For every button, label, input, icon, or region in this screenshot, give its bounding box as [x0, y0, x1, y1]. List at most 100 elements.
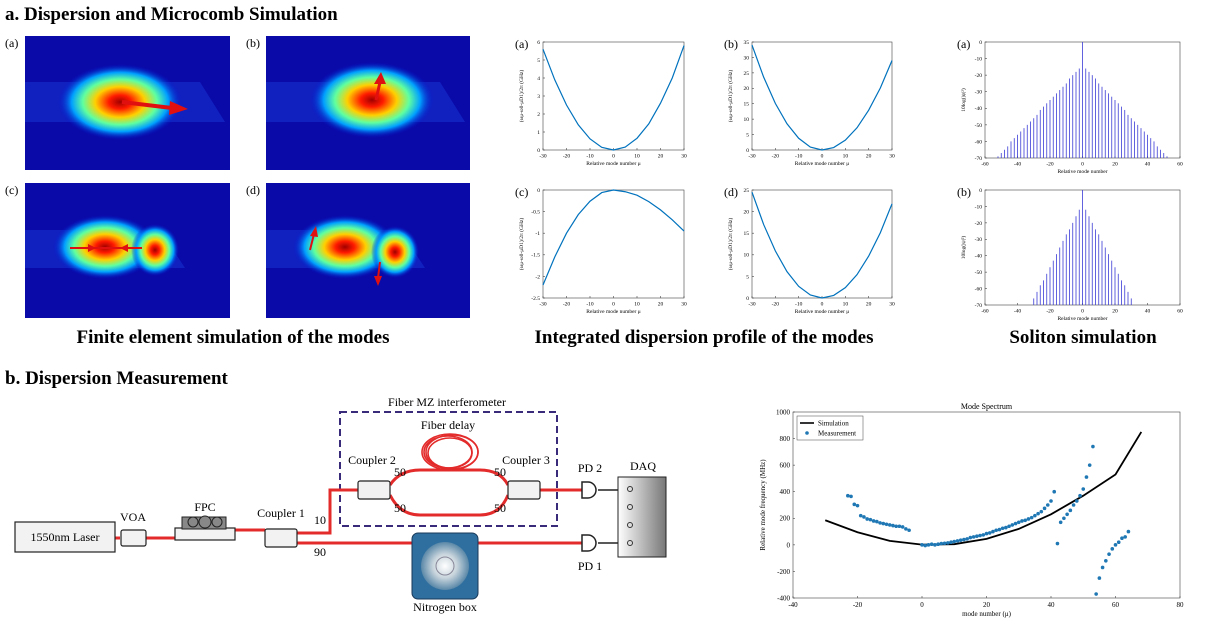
plot-frame [542, 189, 685, 299]
y-tick-label: -20 [975, 73, 983, 79]
point [975, 534, 979, 539]
point [849, 494, 853, 499]
point [1042, 506, 1047, 511]
coupler [507, 480, 541, 500]
x-tick-label: 20 [1112, 309, 1118, 315]
x-tick-label: -20 [563, 154, 571, 160]
line [751, 191, 893, 299]
point [1075, 499, 1079, 503]
point [1013, 521, 1018, 526]
chart: -30 -20 -10 0 10 20 30 0 1 2 3 4 5 6 (a) Relative mode … [515, 37, 687, 167]
label: Coupler 3 [502, 453, 550, 467]
fem-image [25, 36, 230, 170]
point [987, 531, 992, 535]
y-tick-label: 4 [537, 76, 540, 82]
x-tick-label: 0 [1081, 162, 1084, 168]
y-axis-label: (ωμ-ω0-μD1)/2π (GHz) [518, 70, 525, 123]
point [1094, 592, 1098, 596]
point [1023, 518, 1027, 523]
x-tick-label: 30 [889, 154, 895, 160]
point [1010, 523, 1015, 527]
point [1126, 529, 1131, 534]
panel-label: (d) [724, 185, 738, 199]
caption: Integrated dispersion profile of the mod… [535, 327, 874, 348]
nitrogen-window [421, 542, 469, 590]
line [824, 431, 1143, 546]
y-tick-label: 1000 [776, 408, 791, 416]
nitrogen-ring [435, 556, 455, 576]
y-tick-label: -20 [975, 221, 983, 227]
point [1097, 576, 1102, 580]
x-tick-label: 30 [889, 302, 895, 308]
x-axis-label: mode number (μ) [962, 610, 1012, 618]
y-tick-label: 15 [744, 102, 750, 108]
fem-label: (a) [5, 36, 18, 50]
x-tick-label: -30 [539, 154, 547, 160]
y-axis-label: 10log(|ψ|²) [960, 88, 967, 112]
x-tick-label: -30 [748, 302, 756, 308]
point [1062, 516, 1066, 521]
point [904, 527, 908, 531]
point [1004, 525, 1008, 530]
point [868, 517, 873, 522]
point [1110, 547, 1115, 551]
point [881, 521, 886, 526]
point [939, 541, 944, 546]
x-tick-label: -20 [1046, 162, 1054, 168]
fem-label: (c) [5, 183, 18, 197]
x-tick-label: 20 [866, 154, 872, 160]
point [1113, 543, 1118, 547]
point [1116, 540, 1121, 544]
label: 1550nm Laser [31, 530, 100, 544]
point [1049, 499, 1053, 503]
point [1016, 520, 1021, 525]
x-tick-label: -10 [795, 154, 803, 160]
panel-label: (a) [957, 37, 970, 51]
coupler [264, 528, 298, 548]
y-tick-label: -1 [535, 231, 540, 237]
x-tick-label: 10 [843, 302, 849, 308]
point [1123, 535, 1127, 539]
point [894, 524, 898, 529]
point [1065, 512, 1069, 517]
label: Coupler 1 [257, 506, 305, 520]
x-tick-label: 60 [1112, 601, 1120, 609]
y-tick-label: 20 [744, 86, 750, 92]
panel-label: (b) [957, 185, 971, 199]
label: 90 [314, 545, 326, 559]
point [1000, 526, 1005, 531]
y-tick-label: -60 [975, 139, 983, 145]
x-tick-label: 20 [1112, 162, 1118, 168]
laser [14, 521, 116, 553]
x-axis-label: Relative mode number [1057, 316, 1107, 322]
y-tick-label: 5 [746, 274, 749, 280]
point [865, 517, 869, 521]
label: 50 [494, 501, 506, 515]
point [1078, 493, 1082, 498]
y-tick-label: 5 [537, 58, 540, 64]
y-tick-label: 0 [746, 296, 749, 302]
y-tick-label: -40 [975, 254, 983, 260]
point [1045, 503, 1050, 507]
fem-images: (a) (b) (c) (d) [5, 36, 470, 318]
point [897, 524, 902, 529]
y-tick-label: 20 [744, 210, 750, 216]
y-tick-label: -200 [777, 568, 790, 576]
x-tick-label: -20 [772, 154, 780, 160]
y-axis-label: Relative mode frequency (MHz) [759, 459, 767, 551]
point [968, 535, 973, 540]
point [962, 537, 966, 542]
point [942, 541, 947, 546]
y-tick-label: -30 [975, 237, 983, 243]
point [900, 525, 905, 529]
point [991, 529, 995, 534]
caption: Finite element simulation of the modes [77, 327, 390, 348]
y-axis-label: (ωμ-ω0-μD1)/2π (GHz) [727, 218, 734, 271]
chart: -40 -20 0 20 40 60 80-400-20002004006008001000… [759, 402, 1184, 618]
fem-image [25, 183, 230, 318]
label: Fiber delay [421, 418, 475, 432]
chart: -30 -20 -10 0 10 20 30 0 5 10 15 20 25 30 35 (b) Relativ… [724, 37, 895, 167]
point [1104, 559, 1108, 563]
x-tick-label: -60 [981, 162, 989, 168]
